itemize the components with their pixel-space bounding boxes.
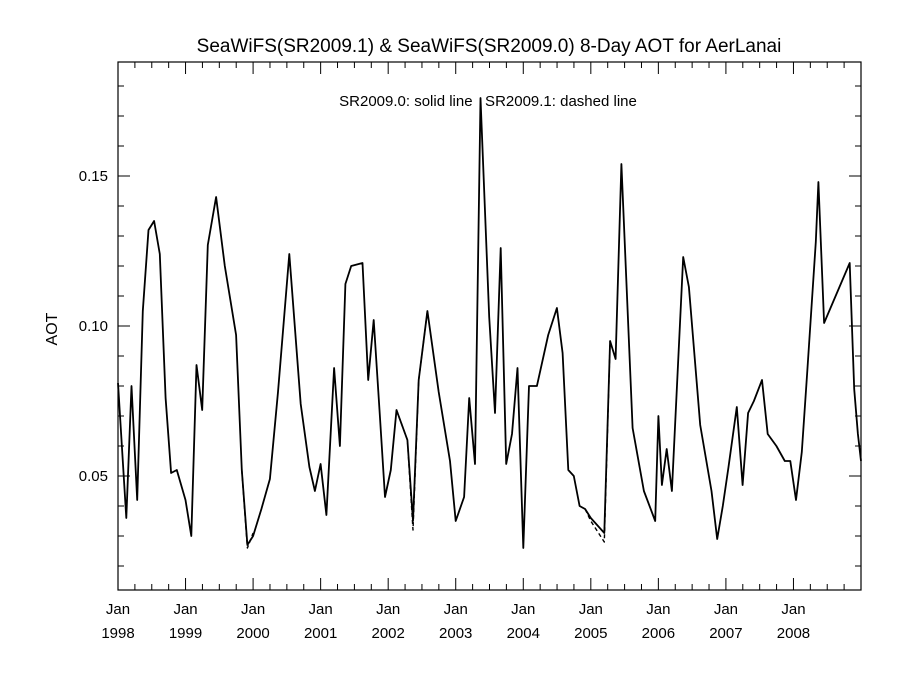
x-tick-label-year: 2002 [371, 625, 404, 642]
y-axis-ticks: 0.05 0.10 0.15 [79, 85, 861, 567]
x-tick-label-year: 1998 [101, 625, 134, 642]
series-line-sr2009-1 [395, 310, 429, 531]
y-axis-label: AOT [44, 312, 61, 345]
x-tick-label-year: 2008 [777, 625, 810, 642]
series-line-sr2009-1 [241, 469, 254, 549]
x-tick-label-year: 2006 [642, 625, 675, 642]
x-tick-label-month: Jan [444, 601, 468, 618]
y-tick-label: 0.05 [79, 468, 108, 485]
x-tick-label-month: Jan [376, 601, 400, 618]
series-layer [117, 97, 862, 549]
x-tick-label-year: 2003 [439, 625, 472, 642]
x-tick-label-month: Jan [511, 601, 535, 618]
x-tick-label-month: Jan [173, 601, 197, 618]
x-tick-label-month: Jan [714, 601, 738, 618]
chart-title: SeaWiFS(SR2009.1) & SeaWiFS(SR2009.0) 8-… [197, 36, 782, 57]
x-tick-label-month: Jan [579, 601, 603, 618]
x-axis-ticks: Jan 1998 Jan 1999 Jan 2000 Jan 2001 Jan 2002 Jan 20… [101, 62, 862, 642]
x-tick-label-month: Jan [646, 601, 670, 618]
x-tick-label-year: 2001 [304, 625, 337, 642]
x-tick-label-year: 2007 [709, 625, 742, 642]
series-style-annotation: SR2009.0: solid line SR2009.1: dashed li… [339, 93, 637, 110]
x-tick-label-month: Jan [309, 601, 333, 618]
y-tick-label: 0.15 [79, 168, 108, 185]
x-tick-label-month: Jan [241, 601, 265, 618]
x-tick-label-year: 2005 [574, 625, 607, 642]
x-tick-label-year: 1999 [169, 625, 202, 642]
x-tick-label-month: Jan [781, 601, 805, 618]
x-tick-label-year: 2000 [236, 625, 269, 642]
y-tick-label: 0.10 [79, 318, 108, 335]
x-tick-label-month: Jan [106, 601, 130, 618]
x-tick-label-year: 2004 [507, 625, 540, 642]
series-line-sr2009-0 [117, 97, 862, 549]
